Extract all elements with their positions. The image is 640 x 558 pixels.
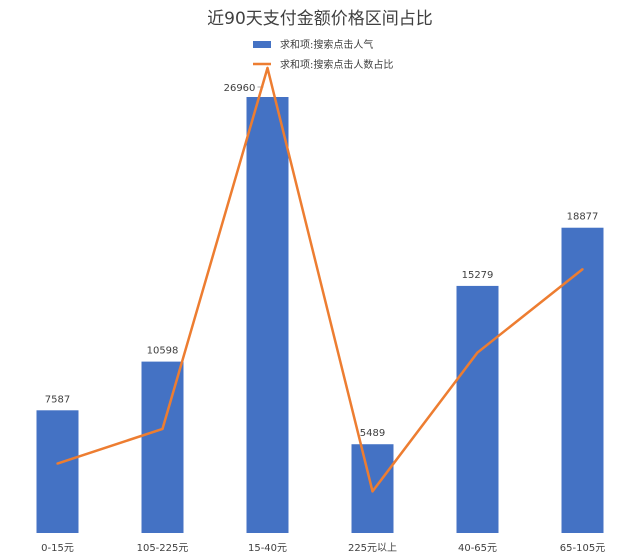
x-tick-label: 105-225元 (137, 543, 189, 554)
line-point-6 (581, 268, 584, 271)
bar-1 (36, 410, 79, 533)
bar-5 (456, 285, 499, 533)
data-labels: 7587 10598 26960 5489 15279 18877 (45, 83, 599, 439)
bar-3 (246, 97, 289, 533)
line-series (57, 66, 584, 493)
bar-value-label: 18877 (567, 212, 599, 223)
bar-value-label: 26960 (224, 83, 256, 94)
legend-line-label: 求和项:搜索点击人数占比 (280, 58, 393, 71)
x-tick-label: 65-105元 (560, 543, 605, 554)
x-tick-label: 0-15元 (41, 543, 74, 554)
bar-value-label: 5489 (360, 428, 385, 439)
bar-series (36, 97, 604, 533)
bar-value-label: 7587 (45, 394, 70, 405)
chart-title: 近90天支付金额价格区间占比 (207, 9, 433, 29)
x-tick-label: 15-40元 (248, 543, 287, 554)
legend-bar-label: 求和项:搜索点击人气 (280, 38, 373, 51)
line-point-3 (266, 66, 269, 70)
legend-bar-swatch (253, 41, 271, 48)
line-point-2 (161, 427, 164, 431)
line-points (56, 66, 584, 493)
x-tick-label: 225元以上 (348, 542, 397, 554)
bar-6 (561, 227, 604, 533)
bar-value-label: 15279 (462, 270, 494, 281)
line-point-4 (371, 490, 374, 493)
x-axis-tick-labels: 0-15元 105-225元 15-40元 225元以上 40-65元 65-105元 (41, 542, 605, 554)
x-tick-label: 40-65元 (458, 543, 497, 554)
line-point-5 (476, 351, 479, 354)
line-point-1 (56, 462, 59, 465)
legend: 求和项:搜索点击人气 求和项:搜索点击人数占比 (253, 38, 393, 71)
bar-2 (141, 361, 184, 533)
bar-value-label: 10598 (147, 346, 179, 357)
